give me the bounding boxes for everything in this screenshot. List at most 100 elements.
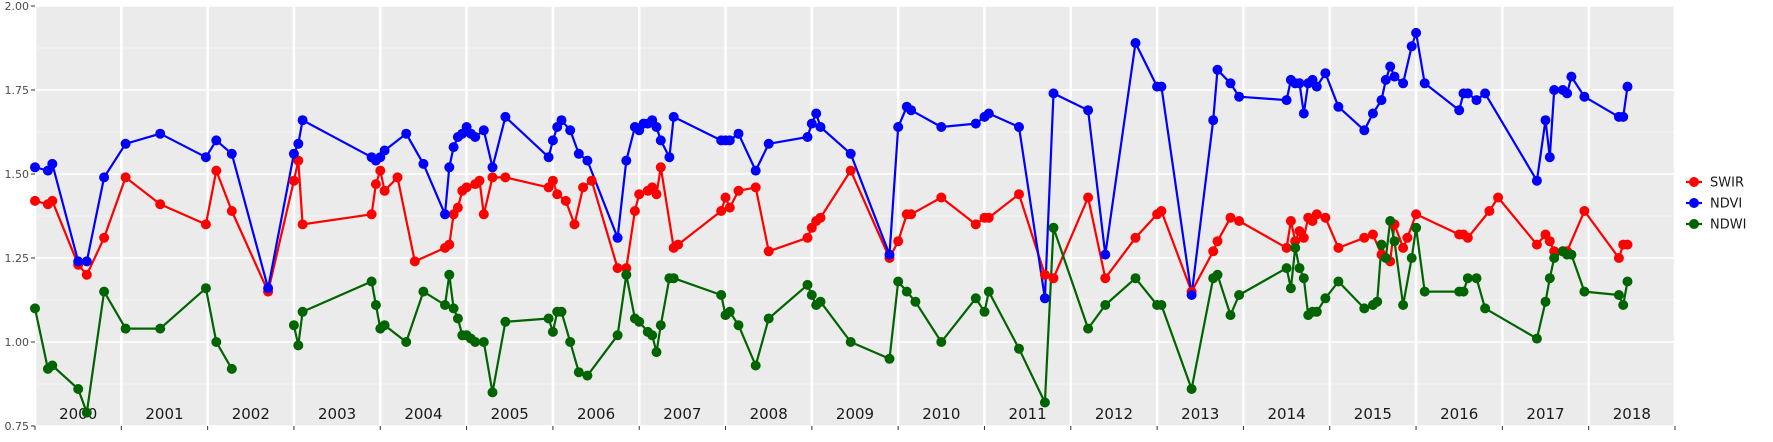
- ndwi-point: [655, 320, 666, 331]
- ndvi-point: [1225, 78, 1236, 89]
- ndvi-point: [543, 152, 554, 163]
- ndvi-point: [1039, 293, 1050, 304]
- swir-point: [1281, 242, 1292, 253]
- ndvi-point: [612, 232, 623, 243]
- legend-label-ndwi: NDWI: [1710, 218, 1746, 233]
- swir-point: [288, 175, 299, 186]
- swir-point: [81, 269, 92, 280]
- legend-key-ndvi: [1689, 198, 1699, 208]
- ndvi-point: [582, 155, 593, 166]
- ndvi-point: [1100, 249, 1111, 260]
- ndvi-point: [733, 128, 744, 139]
- ndwi-point: [1531, 333, 1542, 344]
- ndwi-point: [1294, 263, 1305, 274]
- y-tick-label: 2.00: [5, 0, 30, 13]
- ndvi-point: [487, 162, 498, 173]
- ndvi-point: [500, 111, 511, 122]
- ndvi-point: [1540, 115, 1551, 126]
- ndwi-point: [543, 313, 554, 324]
- swir-point: [893, 236, 904, 247]
- ndvi-point: [1454, 105, 1465, 116]
- ndwi-point: [612, 330, 623, 341]
- ndwi-point: [1480, 303, 1491, 314]
- ndwi-point: [647, 330, 658, 341]
- swir-point: [547, 175, 558, 186]
- ndvi-point: [1208, 115, 1219, 126]
- ndwi-point: [1372, 296, 1383, 307]
- year-label: 2004: [404, 405, 442, 423]
- ndvi-point: [1462, 88, 1473, 99]
- ndwi-point: [1281, 263, 1292, 274]
- ndvi-point: [1083, 105, 1094, 116]
- ndvi-point: [802, 132, 813, 142]
- swir-point: [226, 206, 237, 216]
- swir-point: [47, 195, 58, 206]
- ndwi-point: [452, 313, 463, 324]
- ndvi-point: [1376, 95, 1387, 106]
- ndvi-point: [806, 118, 817, 129]
- ndwi-line: [292, 219, 1629, 404]
- swir-point: [720, 192, 731, 203]
- ndvi-point: [440, 209, 450, 220]
- swir-point: [1100, 273, 1111, 284]
- ndwi-point: [750, 360, 761, 371]
- year-label: 2008: [750, 405, 788, 423]
- ndvi-point: [1406, 41, 1417, 52]
- ndwi-point: [1458, 286, 1469, 297]
- ndvi-point: [565, 125, 576, 136]
- ndvi-point: [47, 158, 58, 169]
- legend-key-swir: [1689, 177, 1699, 187]
- ndwi-point: [1039, 397, 1050, 408]
- ndwi-point: [1311, 306, 1322, 317]
- ndwi-point: [893, 276, 904, 287]
- ndvi-point: [1298, 108, 1309, 119]
- ndwi-point: [815, 296, 826, 307]
- swir-point: [673, 239, 684, 250]
- ndwi-point: [1540, 296, 1551, 307]
- ndvi-point: [815, 122, 826, 132]
- y-tick-label: 0.75: [5, 420, 30, 433]
- swir-point: [1367, 229, 1378, 240]
- ndwi-point: [1385, 216, 1396, 226]
- legend-key-ndwi: [1689, 219, 1699, 229]
- swir-point: [578, 182, 589, 193]
- ndwi-point: [470, 337, 481, 347]
- swir-point: [366, 209, 377, 220]
- swir-point: [1048, 273, 1059, 284]
- year-label: 2009: [836, 405, 874, 423]
- swir-point: [474, 175, 485, 186]
- ndvi-point: [664, 152, 675, 163]
- ndwi-point: [226, 363, 237, 374]
- swir-point: [120, 172, 131, 183]
- swir-point: [1225, 212, 1236, 223]
- ndwi-point: [200, 283, 211, 294]
- ndvi-point: [1294, 78, 1305, 89]
- ndwi-point: [910, 296, 921, 307]
- swir-point: [211, 165, 222, 176]
- swir-point: [444, 239, 455, 250]
- y-tick-label: 1.25: [5, 252, 30, 265]
- ndvi-point: [470, 132, 481, 142]
- swir-point: [750, 182, 761, 193]
- ndvi-point: [1618, 111, 1629, 122]
- ndwi-point: [487, 387, 498, 398]
- ndvi-point: [1419, 78, 1430, 89]
- ndvi-point: [1471, 95, 1482, 106]
- ndwi-point: [379, 320, 390, 331]
- swir-point: [802, 232, 813, 243]
- legend-label-swir: SWIR: [1710, 176, 1744, 191]
- year-label: 2006: [577, 405, 615, 423]
- swir-point: [500, 172, 511, 183]
- ndvi-point: [906, 105, 917, 116]
- ndwi-point: [418, 286, 429, 297]
- ndvi-point: [1281, 95, 1292, 106]
- ndvi-point: [1367, 108, 1378, 119]
- ndvi-point: [1212, 64, 1223, 75]
- swir-point: [716, 206, 727, 216]
- swir-point: [487, 172, 498, 183]
- ndwi-point: [1613, 290, 1624, 300]
- ndwi-point: [1406, 253, 1417, 263]
- swir-point: [1359, 232, 1370, 243]
- ndvi-point: [293, 138, 304, 149]
